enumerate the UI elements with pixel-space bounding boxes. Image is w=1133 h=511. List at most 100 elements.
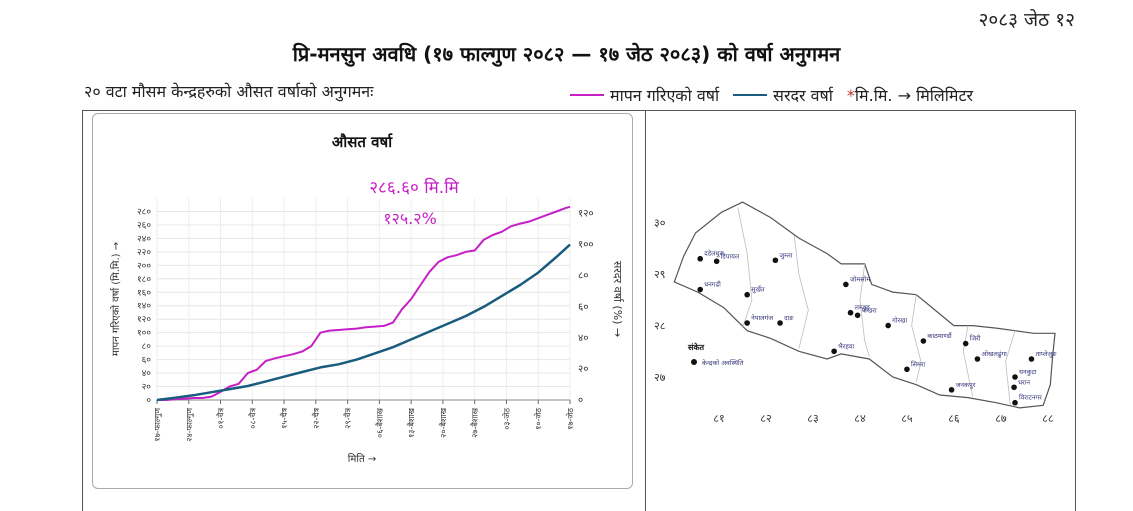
x-tick-label: १७-फाल्गुण — [153, 408, 163, 442]
y-left-tick-label: १६० — [137, 288, 151, 298]
page-title: प्रि-मनसुन अवधि (१७ फाल्गुण २०८२ — १७ जे… — [292, 42, 841, 66]
map-legend-marker — [691, 359, 697, 365]
unit-note-text: मि.मि. → मिलिमिटर — [854, 86, 974, 105]
map-lon-label: ८५ — [901, 412, 913, 425]
y-right-tick-label: ० — [578, 395, 583, 406]
y-left-tick-label: १०० — [137, 329, 151, 339]
y-right-tick-label: ६० — [578, 302, 588, 313]
y-right-tick-label: २० — [578, 364, 588, 375]
x-tick-label: २२-चैत्र — [311, 407, 321, 428]
y-right-tick-label: १०० — [578, 240, 594, 251]
x-tick-label: २९-चैत्र — [343, 407, 353, 428]
station-label: धनकुटा — [1019, 368, 1037, 376]
province-boundary — [962, 325, 974, 397]
map-lon-label: ८६ — [948, 412, 960, 425]
station-marker — [744, 320, 750, 326]
station-label: दाङ — [784, 314, 794, 322]
station-marker — [1011, 384, 1017, 391]
legend-normal-swatch — [733, 94, 768, 96]
y-left-tick-label: २४० — [137, 234, 151, 244]
y-left-axis-label: मापन गरिएको वर्षा (मि.मि.) → — [110, 242, 122, 356]
x-tick-label: १५-चैत्र — [279, 407, 289, 428]
series-line-normal — [156, 243, 571, 402]
content-frame — [82, 110, 1076, 511]
station-label: सुर्खेत — [751, 286, 765, 294]
x-tick-label: ०३-जेठ — [501, 408, 511, 430]
y-left-tick-label: २८० — [137, 207, 151, 217]
series-line-measured — [157, 205, 571, 401]
station-map: ३० २९ २८ २७ ८१ ८२ ८३ ८४ ८५ ८६ ८७ ८८ दडेलधुराडिपायल जु… — [654, 201, 1057, 425]
province-boundary — [859, 263, 870, 357]
station-marker — [713, 258, 720, 265]
y-left-tick-label: ८० — [142, 342, 152, 352]
station-marker — [885, 322, 891, 329]
station-marker — [904, 366, 910, 373]
y-left-tick-label: २०० — [137, 261, 151, 271]
map-lon-label: ८१ — [713, 412, 724, 425]
y-right-tick-label: १२० — [578, 209, 594, 220]
x-axis-label: मिति → — [348, 453, 376, 465]
station-label: भैरहवा — [838, 342, 854, 350]
station-label: डिपायल — [721, 252, 740, 260]
y-right-axis-label: सरदर वर्षा (%) → — [611, 261, 624, 337]
map-lon-label: ८४ — [854, 412, 866, 425]
map-legend-label: केन्द्रको अवस्थिति — [702, 359, 744, 367]
x-tick-label: ०८-चैत्र — [247, 407, 257, 428]
station-marker — [777, 320, 783, 326]
station-label: जुम्ला — [779, 251, 792, 259]
station-label: जिरी — [970, 335, 981, 343]
frame-divider — [645, 110, 646, 511]
station-label: विराटनगर — [1019, 394, 1042, 402]
y-left-tick-label: १८० — [137, 275, 151, 285]
x-tick-label: २७-बैशाख — [470, 408, 480, 438]
station-marker — [1028, 356, 1035, 362]
station-label: जनकपुर — [956, 381, 976, 389]
legend-measured-label: मापन गरिएको वर्षा — [610, 86, 720, 105]
station-marker — [697, 286, 703, 293]
station-label: धनगढी — [704, 281, 721, 289]
station-label: नेपालगंज — [751, 314, 773, 322]
map-lon-label: ८८ — [1042, 412, 1054, 425]
province-boundary — [1005, 330, 1016, 406]
province-boundary — [737, 207, 753, 329]
station-marker — [974, 356, 981, 362]
y-left-tick-label: ४० — [142, 369, 152, 379]
map-lon-label: ८३ — [807, 412, 818, 425]
station-label: काठमाण्डौं — [927, 332, 952, 340]
annotation-percent-of-normal: १२५.२% — [383, 209, 437, 228]
map-lat-label: २८ — [654, 320, 666, 333]
y-left-tick-label: २० — [142, 383, 152, 393]
station-label: ताप्लेजुङ — [1035, 350, 1057, 358]
map-lon-label: ८७ — [995, 412, 1007, 425]
y-left-tick-label: १२० — [137, 315, 151, 325]
station-label: जोमसोम — [850, 275, 870, 283]
x-tick-label: १७-जेठ — [565, 408, 575, 430]
station-marker — [843, 281, 849, 288]
station-label: लम्जुङ — [855, 304, 871, 312]
station-label: पोखरा — [862, 306, 877, 314]
map-lat-label: २९ — [654, 268, 665, 281]
station-label: धरान — [1018, 378, 1030, 386]
station-marker — [744, 291, 750, 298]
y-left-tick-label: ६० — [142, 356, 152, 366]
y-left-tick-label: २६० — [137, 221, 151, 231]
y-left-tick-label: १४० — [137, 302, 151, 312]
x-tick-label: १३-बैशाख — [406, 408, 416, 438]
nepal-outline — [673, 201, 1056, 409]
province-boundary — [911, 294, 922, 383]
station-marker — [772, 257, 779, 264]
station-marker — [697, 255, 703, 262]
map-lat-label: ३० — [654, 217, 666, 230]
page-subtitle: २० वटा मौसम केन्द्रहरुको औसत वर्षाको अनु… — [84, 82, 374, 101]
station-marker — [962, 340, 969, 347]
province-boundary — [793, 235, 809, 349]
x-tick-label: १०-जेठ — [533, 408, 543, 430]
station-marker — [948, 387, 955, 393]
legend-measured: मापन गरिएको वर्षा — [570, 84, 719, 106]
y-left-tick-label: २२० — [137, 248, 151, 258]
map-legend-title: संकेत — [687, 342, 705, 352]
annotation-total-rainfall: २८६.६० मि.मि — [369, 177, 459, 198]
map-lat-label: २७ — [654, 371, 666, 384]
station-marker — [1012, 399, 1018, 406]
legend-normal: सरदर वर्षा — [733, 84, 833, 106]
